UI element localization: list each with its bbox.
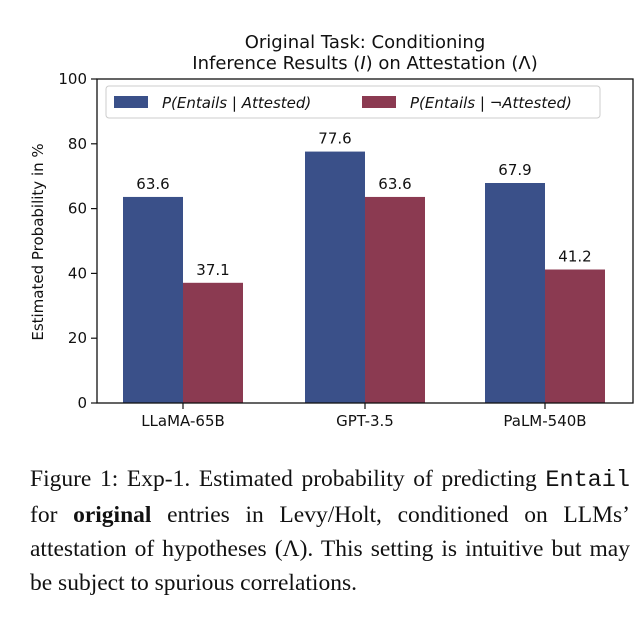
y-tick-label: 0 xyxy=(77,394,87,412)
bar-value-label: 63.6 xyxy=(136,175,169,193)
y-tick-label: 100 xyxy=(58,70,87,88)
bar-value-label: 67.9 xyxy=(498,161,531,179)
bar-attested-palm-540b xyxy=(485,183,545,403)
caption-text-2: for xyxy=(30,502,74,528)
y-tick-label: 20 xyxy=(68,329,87,347)
y-tick-label: 60 xyxy=(68,200,87,218)
bar-value-label: 37.1 xyxy=(196,261,229,279)
bar-not-attested-gpt-3.5 xyxy=(365,196,425,403)
caption-code: Entail xyxy=(545,467,630,494)
y-tick-label: 40 xyxy=(68,264,87,282)
x-tick-label: GPT-3.5 xyxy=(336,412,394,430)
y-axis-ticks: 0 20 40 60 80 100 xyxy=(58,70,97,412)
bar-value-label: 41.2 xyxy=(558,248,591,266)
bar-attested-gpt-3.5 xyxy=(305,151,365,403)
bar-value-label: 63.6 xyxy=(378,175,411,193)
y-tick-label: 80 xyxy=(68,135,87,153)
figure-caption: Figure 1: Exp-1. Estimated probability o… xyxy=(30,462,630,600)
bar-not-attested-palm-540b xyxy=(545,269,605,403)
caption-bold: original xyxy=(73,502,152,528)
x-tick-label: PaLM-540B xyxy=(503,412,586,430)
bar-value-label: 77.6 xyxy=(318,130,351,148)
bar-value-labels: 63.6 77.6 67.9 37.1 63.6 41.2 xyxy=(136,130,591,279)
caption-text-3: entries in Levy/Holt, conditioned on LLM… xyxy=(30,502,630,596)
legend-swatch-not-attested xyxy=(362,96,396,108)
legend-label-attested: P(Entails | Attested) xyxy=(162,94,311,112)
legend-label-not-attested: P(Entails | ¬Attested) xyxy=(410,94,572,112)
x-axis-ticks: LLaMA-65B GPT-3.5 PaLM-540B xyxy=(141,403,587,430)
legend-swatch-attested xyxy=(114,96,148,108)
bar-not-attested-llama-65b xyxy=(183,282,243,403)
chart-title-line2: Inference Results (I) on Attestation (Λ) xyxy=(192,53,537,74)
chart-title-line1: Original Task: Conditioning xyxy=(245,32,486,53)
bar-chart: Original Task: Conditioning Inference Re… xyxy=(29,32,634,430)
legend-box xyxy=(105,85,601,119)
legend: P(Entails | Attested) P(Entails | ¬Attes… xyxy=(105,85,601,119)
bar-attested-llama-65b xyxy=(123,196,183,403)
y-axis-label: Estimated Probability in % xyxy=(29,143,47,340)
caption-text-1: Figure 1: Exp-1. Estimated probability o… xyxy=(30,466,546,492)
x-tick-label: LLaMA-65B xyxy=(141,412,225,430)
plot-frame xyxy=(96,78,634,404)
bars xyxy=(123,151,605,403)
